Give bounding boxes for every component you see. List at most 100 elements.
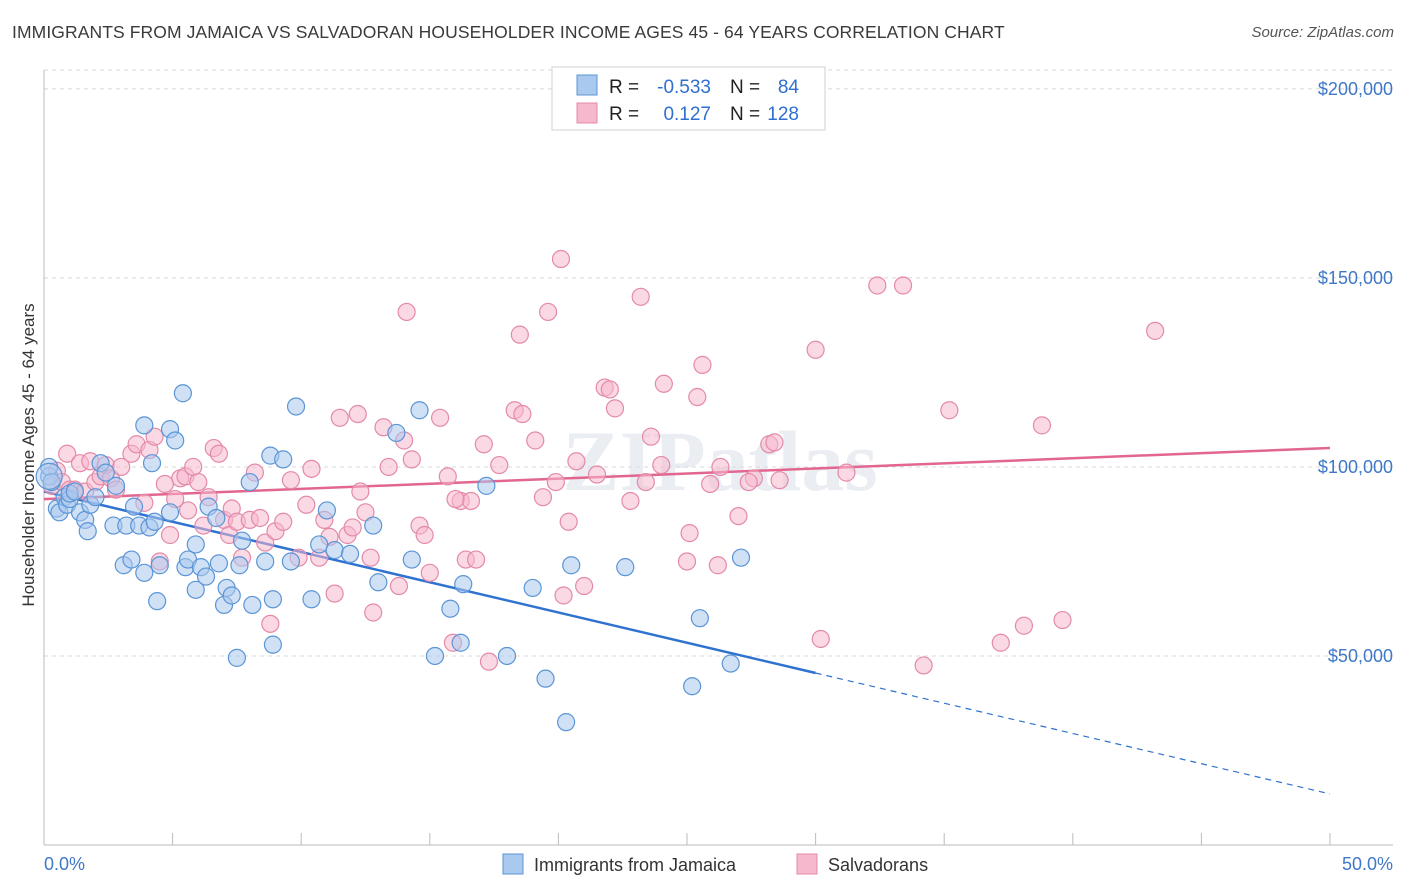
point-salvadoran [652,455,671,475]
point-salvadoran [636,472,655,492]
point-jamaica [106,476,126,495]
point-salvadoran [811,629,830,649]
point-salvadoran [402,450,421,469]
point-salvadoran [688,387,707,407]
point-salvadoran [361,548,380,567]
point-salvadoran [461,491,481,511]
bottom-legend: Immigrants from Jamaica Salvadorans [502,853,928,875]
point-jamaica [122,550,141,569]
point-salvadoran [261,614,280,633]
axes [43,70,1393,846]
point-salvadoran [546,472,565,492]
point-jamaica [477,476,496,495]
data-points [35,249,1165,732]
y-tick-labels: $50,000 $100,000 $150,000 $200,000 [1318,79,1393,666]
point-salvadoran [940,401,959,420]
stats-legend: R = -0.533 N = 84 R = 0.127 N = 128 [551,66,826,131]
point-salvadoran [711,457,730,477]
y-tick-label: $150,000 [1318,268,1393,288]
point-jamaica [451,633,470,652]
point-salvadoran [868,276,887,295]
point-salvadoran [526,431,545,450]
point-salvadoran [765,433,784,452]
point-jamaica [86,488,105,507]
stats-r-value-2: 0.127 [663,104,711,125]
point-salvadoran [330,408,349,427]
point-jamaica [230,556,249,575]
point-salvadoran [680,524,699,543]
stats-n-label-2: N = [730,104,760,125]
point-salvadoran [631,287,650,306]
point-salvadoran [145,427,164,446]
stats-r-value-1: -0.533 [657,77,711,98]
point-salvadoran [209,444,228,463]
point-jamaica [690,609,709,628]
point-salvadoran [155,474,174,494]
point-jamaica [340,544,360,564]
point-salvadoran [605,399,625,418]
point-salvadoran [389,576,409,596]
x-tick-label-max: 50.0% [1342,854,1393,874]
point-salvadoran [513,404,532,424]
stats-blue-swatch [576,74,598,96]
point-salvadoran [575,576,594,596]
point-salvadoran [510,325,529,344]
stats-r-label-2: R = [609,104,639,125]
point-jamaica [173,384,192,403]
point-jamaica [135,563,154,582]
point-salvadoran [587,465,607,484]
point-salvadoran [189,472,208,492]
point-salvadoran [806,340,825,359]
point-jamaica [454,575,473,594]
point-salvadoran [1053,610,1072,630]
point-jamaica [274,450,293,469]
point-salvadoran [991,633,1010,652]
point-jamaica [166,431,185,450]
point-jamaica [441,599,460,618]
point-jamaica [196,567,216,586]
point-salvadoran [693,355,712,374]
point-salvadoran [430,408,450,427]
legend-swatch-salvadorans [796,853,818,875]
point-jamaica [721,654,740,673]
point-jamaica [240,472,259,492]
y-tick-label: $100,000 [1318,457,1393,477]
point-jamaica [325,541,344,560]
point-salvadoran [256,533,275,552]
point-jamaica [616,558,635,577]
point-salvadoran [364,603,383,622]
point-salvadoran [708,556,727,575]
point-salvadoran [58,444,77,463]
point-jamaica [150,556,169,575]
point-salvadoran [420,563,439,582]
point-jamaica [302,590,321,609]
y-tick-label: $50,000 [1328,646,1393,666]
point-salvadoran [739,472,758,492]
point-salvadoran [466,550,486,569]
point-salvadoran [184,457,203,477]
point-salvadoran [415,525,434,545]
point-jamaica [425,646,445,666]
chart-title: IMMIGRANTS FROM JAMAICA VS SALVADORAN HO… [12,22,1005,42]
point-salvadoran [479,652,499,671]
legend-swatch-jamaica [502,853,524,875]
source-label: Source: ZipAtlas.com [1251,24,1394,41]
point-jamaica [142,454,162,473]
point-jamaica [35,462,63,491]
point-salvadoran [914,656,933,675]
point-salvadoran [837,463,856,482]
point-salvadoran [281,471,301,490]
stats-pink-swatch [576,102,598,124]
trend-line-jamaica-extension [815,672,1331,795]
point-salvadoran [343,518,362,537]
point-salvadoran [438,467,457,486]
point-jamaica [96,463,115,482]
point-salvadoran [677,552,697,571]
point-jamaica [263,635,283,654]
point-salvadoran [567,452,586,471]
point-salvadoran [554,586,573,605]
trend-line-salvadorans [43,446,1331,501]
point-salvadoran [490,455,509,475]
point-jamaica [402,550,421,569]
point-salvadoran [348,404,367,424]
